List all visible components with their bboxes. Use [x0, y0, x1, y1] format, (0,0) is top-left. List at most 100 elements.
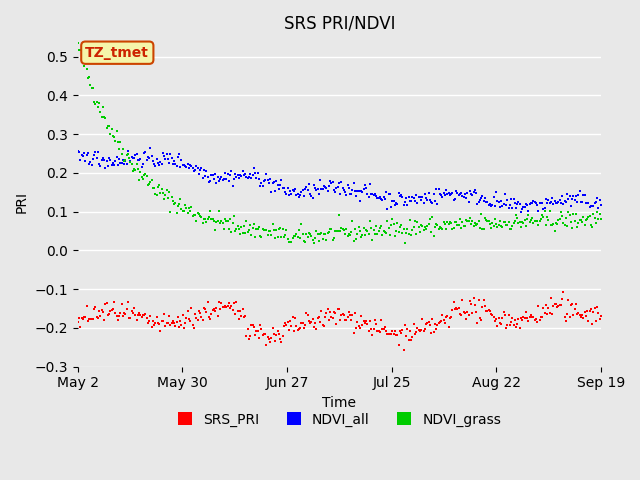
NDVI_grass [437, 225, 447, 233]
NDVI_grass [163, 194, 173, 202]
SRS_PRI [557, 295, 567, 303]
SRS_PRI [329, 308, 339, 316]
NDVI_all [386, 203, 396, 211]
SRS_PRI [351, 324, 362, 332]
SRS_PRI [161, 320, 172, 327]
NDVI_all [337, 185, 348, 192]
NDVI_grass [429, 232, 439, 240]
SRS_PRI [495, 319, 505, 327]
SRS_PRI [156, 317, 166, 324]
SRS_PRI [198, 316, 208, 324]
NDVI_grass [440, 220, 450, 228]
NDVI_grass [583, 214, 593, 221]
SRS_PRI [266, 335, 276, 342]
SRS_PRI [374, 327, 384, 335]
SRS_PRI [120, 311, 131, 318]
NDVI_grass [147, 177, 157, 184]
NDVI_all [220, 169, 230, 177]
SRS_PRI [105, 307, 115, 314]
SRS_PRI [558, 288, 568, 296]
NDVI_all [541, 195, 551, 203]
SRS_PRI [289, 327, 299, 335]
NDVI_grass [474, 217, 484, 225]
SRS_PRI [257, 331, 268, 338]
NDVI_grass [186, 204, 196, 211]
SRS_PRI [103, 312, 113, 319]
SRS_PRI [124, 314, 134, 322]
NDVI_all [156, 160, 166, 168]
NDVI_all [250, 169, 260, 177]
SRS_PRI [399, 346, 409, 354]
SRS_PRI [199, 305, 209, 312]
NDVI_all [454, 190, 465, 198]
SRS_PRI [150, 320, 161, 327]
SRS_PRI [380, 323, 390, 331]
SRS_PRI [166, 319, 177, 326]
SRS_PRI [185, 317, 195, 325]
SRS_PRI [580, 312, 591, 320]
NDVI_grass [150, 190, 161, 197]
NDVI_grass [463, 217, 474, 225]
NDVI_all [362, 190, 372, 198]
NDVI_grass [169, 200, 179, 208]
NDVI_grass [173, 202, 183, 210]
NDVI_grass [520, 216, 530, 224]
NDVI_grass [199, 216, 209, 223]
SRS_PRI [170, 322, 180, 329]
NDVI_grass [135, 168, 145, 176]
SRS_PRI [97, 306, 107, 313]
NDVI_all [149, 160, 159, 168]
SRS_PRI [225, 305, 236, 312]
SRS_PRI [202, 309, 212, 316]
NDVI_grass [129, 166, 139, 173]
NDVI_grass [229, 212, 239, 220]
SRS_PRI [516, 314, 526, 322]
NDVI_grass [116, 150, 127, 158]
NDVI_grass [241, 217, 252, 225]
SRS_PRI [174, 324, 184, 331]
SRS_PRI [278, 332, 288, 339]
NDVI_grass [227, 228, 237, 236]
NDVI_grass [299, 237, 309, 244]
NDVI_grass [584, 213, 595, 220]
NDVI_all [189, 167, 199, 175]
NDVI_all [532, 202, 542, 209]
NDVI_all [116, 159, 127, 167]
NDVI_grass [532, 217, 542, 225]
SRS_PRI [78, 315, 88, 323]
NDVI_all [399, 201, 409, 208]
NDVI_grass [333, 212, 344, 219]
SRS_PRI [573, 309, 584, 317]
NDVI_all [527, 200, 538, 207]
NDVI_grass [538, 213, 548, 221]
NDVI_all [577, 198, 588, 206]
NDVI_grass [374, 227, 384, 235]
NDVI_all [379, 193, 389, 201]
NDVI_all [306, 192, 316, 200]
SRS_PRI [486, 310, 496, 318]
SRS_PRI [181, 314, 191, 322]
SRS_PRI [128, 309, 138, 317]
NDVI_all [206, 171, 216, 179]
SRS_PRI [508, 322, 518, 329]
NDVI_grass [210, 226, 220, 234]
NDVI_all [81, 151, 92, 159]
SRS_PRI [315, 318, 325, 326]
SRS_PRI [580, 308, 590, 316]
SRS_PRI [540, 310, 550, 317]
NDVI_grass [284, 238, 294, 246]
NDVI_grass [268, 220, 278, 228]
NDVI_grass [534, 217, 545, 225]
NDVI_all [444, 190, 454, 197]
SRS_PRI [276, 338, 287, 346]
NDVI_all [182, 160, 193, 168]
SRS_PRI [135, 312, 145, 319]
NDVI_all [431, 185, 441, 193]
SRS_PRI [330, 310, 340, 317]
SRS_PRI [339, 312, 349, 319]
SRS_PRI [511, 324, 521, 331]
SRS_PRI [248, 321, 258, 329]
NDVI_all [173, 153, 183, 161]
SRS_PRI [428, 315, 438, 323]
NDVI_all [341, 191, 351, 198]
